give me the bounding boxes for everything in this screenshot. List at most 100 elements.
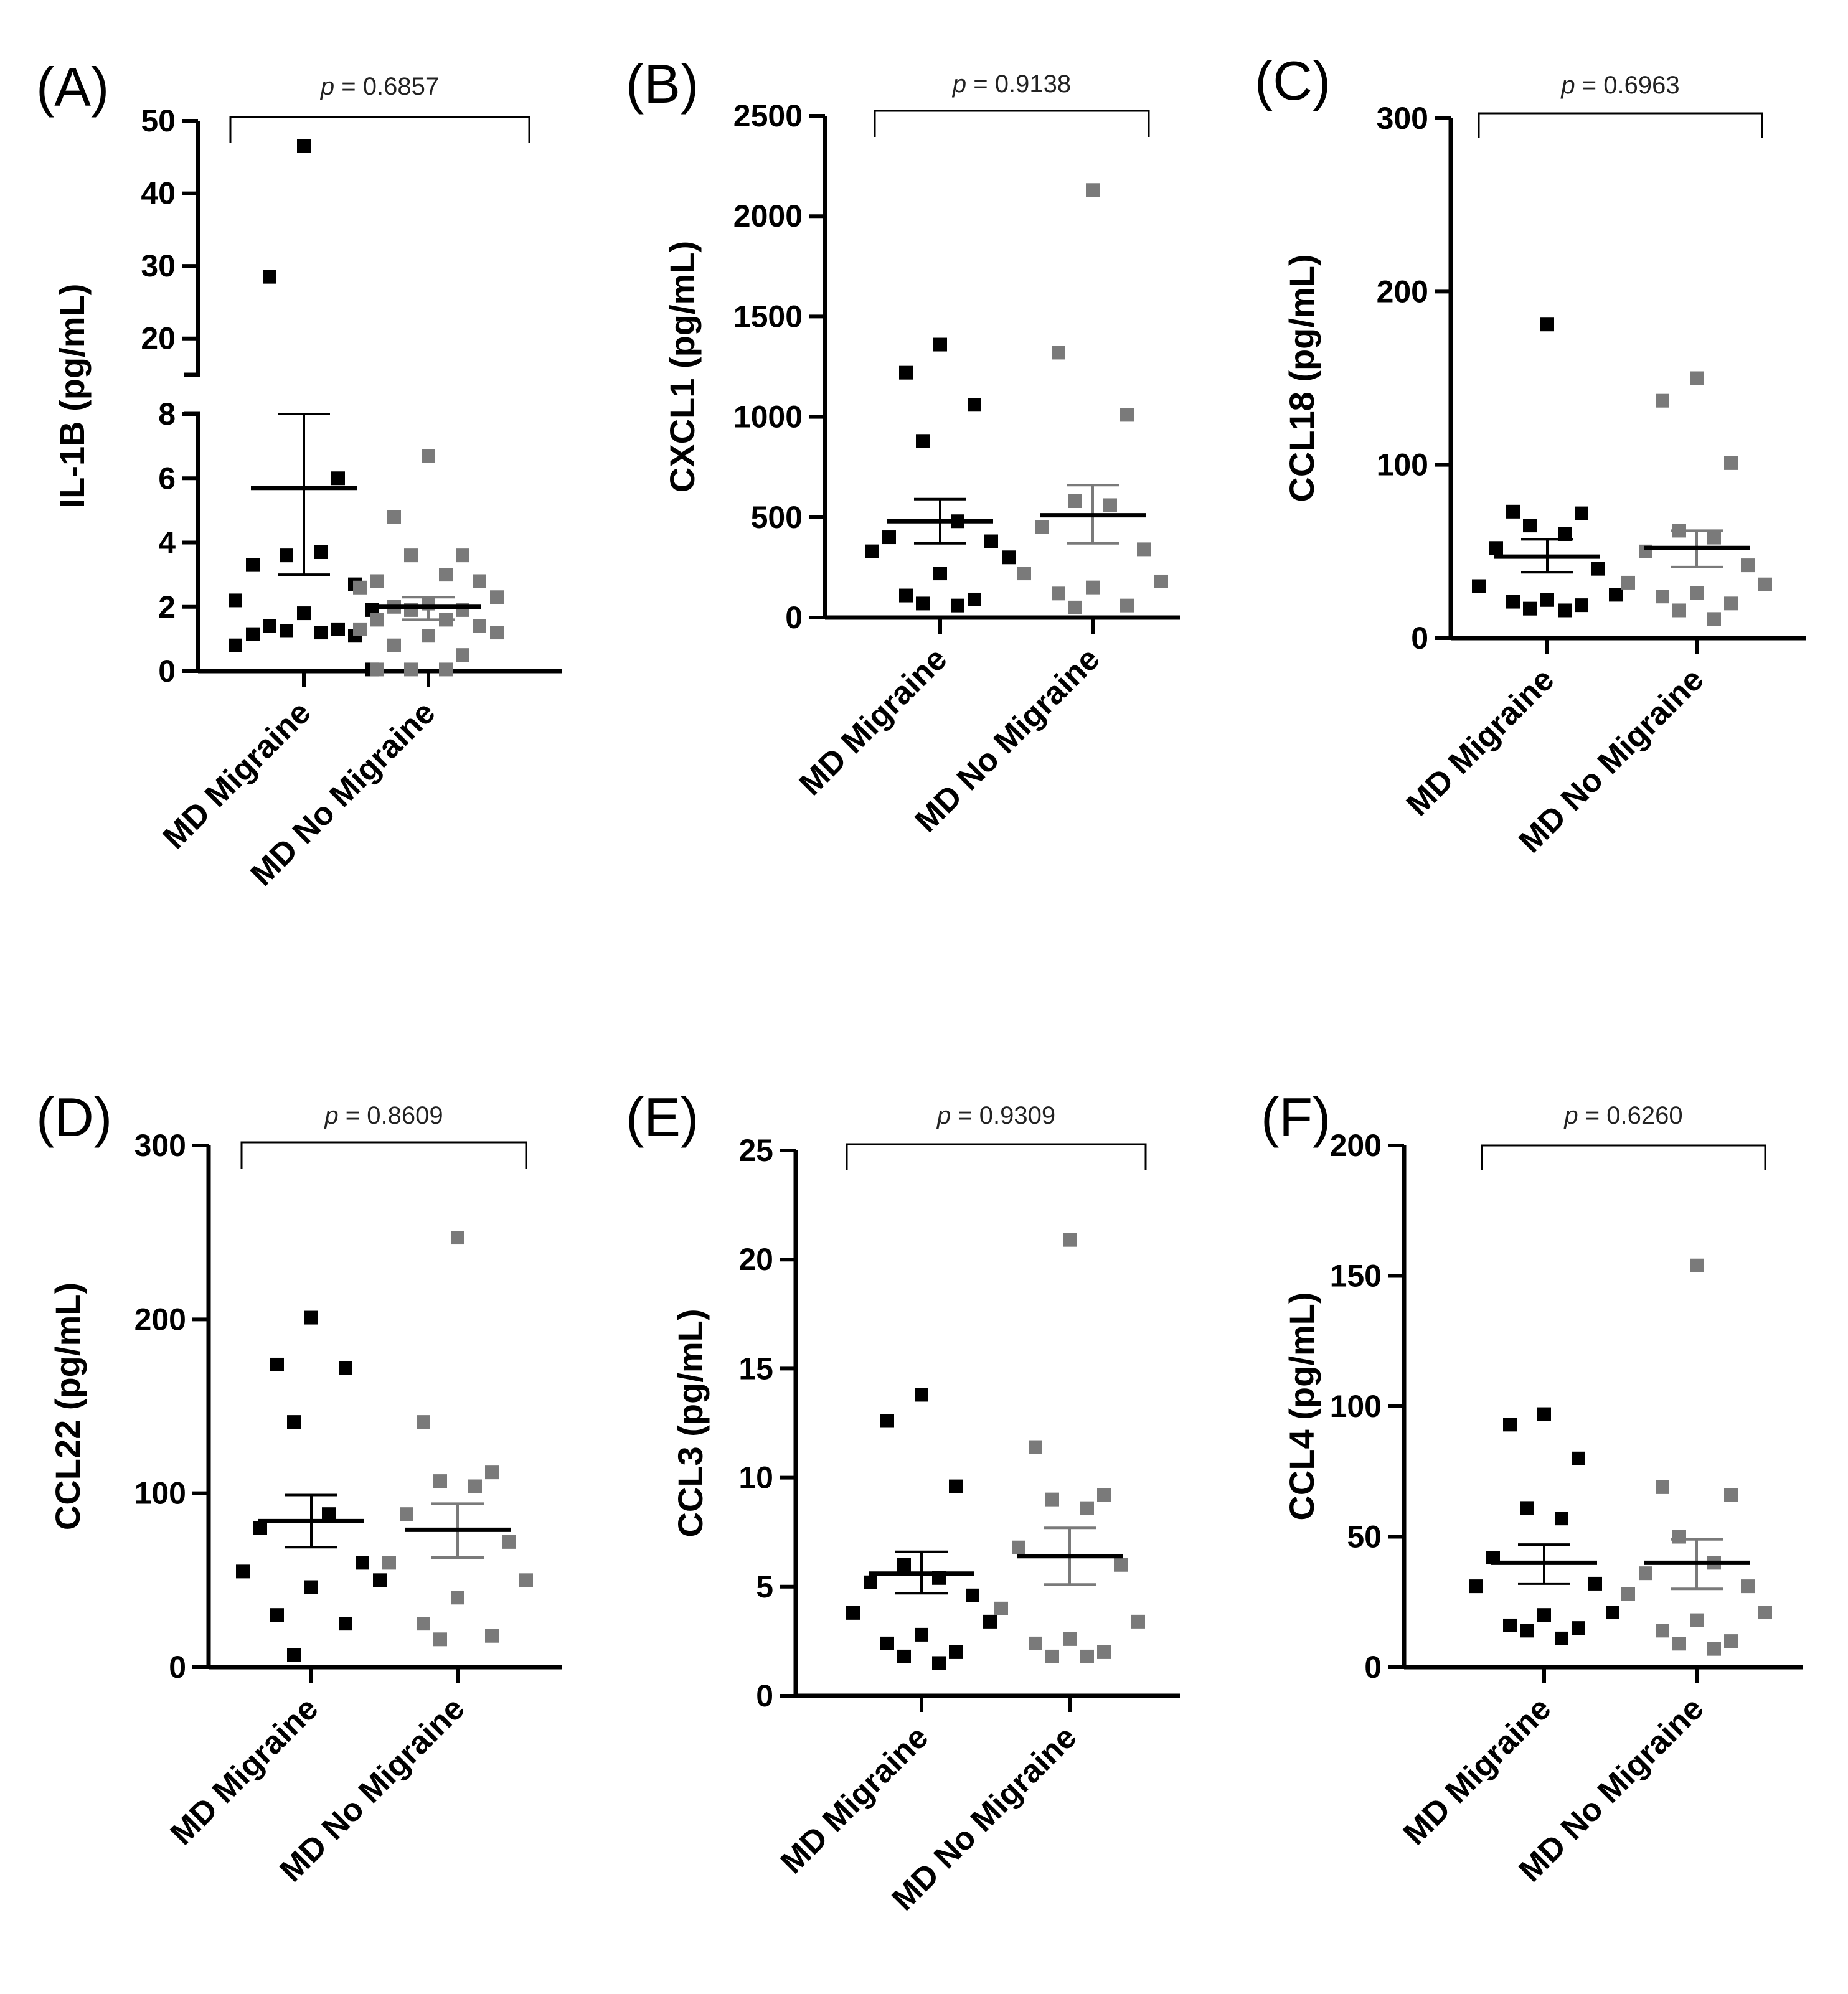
data-point	[433, 1474, 447, 1488]
data-point	[846, 1606, 860, 1620]
data-point	[1575, 506, 1588, 520]
data-point	[287, 1648, 301, 1662]
data-point	[370, 613, 384, 627]
y-tick-label: 200	[1330, 1128, 1382, 1163]
data-point	[1523, 519, 1537, 533]
data-point	[1724, 1488, 1738, 1502]
y-tick-label: 20	[141, 321, 176, 356]
y-axis-label: CCL22 (pg/mL)	[48, 1282, 87, 1530]
y-tick-label: 30	[141, 248, 176, 283]
data-point	[1707, 530, 1721, 545]
data-point	[1063, 1233, 1077, 1247]
data-point	[1639, 1566, 1652, 1581]
data-point	[983, 1614, 997, 1629]
data-point	[246, 627, 260, 641]
y-axis-label: CCL18 (pg/mL)	[1282, 254, 1321, 502]
data-point	[280, 624, 293, 638]
data-point	[253, 1521, 267, 1535]
data-point	[1606, 1606, 1619, 1620]
data-point	[1724, 1634, 1738, 1648]
y-tick-label: 1500	[733, 299, 803, 334]
p-value-number: = 0.6963	[1575, 72, 1680, 99]
data-point	[994, 1601, 1008, 1615]
significance-bracket	[846, 1143, 1147, 1170]
data-point	[897, 1649, 911, 1663]
y-tick-label: 100	[1330, 1389, 1382, 1424]
p-value-number: = 0.9309	[951, 1102, 1055, 1129]
data-point	[1068, 600, 1082, 614]
data-point	[468, 1479, 482, 1493]
data-point	[439, 662, 453, 677]
data-point	[236, 1564, 250, 1579]
data-point	[1537, 1608, 1551, 1622]
data-point	[951, 598, 964, 613]
data-point	[404, 662, 418, 677]
data-point	[1120, 598, 1134, 613]
data-point	[1063, 1632, 1077, 1646]
data-point	[1707, 1642, 1721, 1656]
data-point	[246, 558, 260, 572]
data-point	[1017, 567, 1031, 581]
p-value-label: p = 0.6857	[320, 73, 439, 100]
data-point	[1672, 1637, 1686, 1651]
data-point	[1520, 1624, 1534, 1638]
data-point	[1097, 1488, 1111, 1502]
data-point	[485, 1465, 499, 1480]
data-point	[1503, 1418, 1517, 1432]
y-tick-label: 200	[1377, 274, 1428, 309]
data-point	[1086, 580, 1100, 595]
data-point	[1137, 542, 1151, 557]
data-point	[1131, 1614, 1145, 1629]
chart-panel: (B) 0 500 1000 1500 2000 2500 CXCL1 (pg/mL) MD M…	[626, 53, 1180, 839]
category-label: MD Migraine	[1400, 661, 1562, 823]
data-point	[1609, 588, 1623, 602]
data-point	[1558, 527, 1572, 541]
y-tick-label: 2	[158, 590, 176, 624]
data-point	[229, 593, 242, 608]
data-point	[880, 1636, 894, 1650]
y-tick-label: 0	[1364, 1650, 1382, 1685]
y-tick-label: 50	[1347, 1520, 1382, 1554]
y-tick-label: 4	[158, 525, 176, 560]
data-point	[1621, 1587, 1635, 1601]
data-point	[899, 365, 913, 380]
data-point	[1572, 1451, 1585, 1465]
p-value-label: p = 0.6260	[1563, 1102, 1682, 1129]
data-point	[1656, 393, 1669, 408]
y-tick-label: 15	[738, 1351, 773, 1386]
data-point	[1656, 1624, 1669, 1638]
data-point	[1540, 593, 1554, 607]
category-label: MD Migraine	[164, 1690, 326, 1852]
y-tick-label: 0	[1411, 621, 1428, 656]
data-point	[1520, 1501, 1534, 1515]
data-point	[270, 1608, 284, 1622]
data-point	[456, 548, 469, 563]
p-symbol: p	[320, 73, 334, 100]
data-point	[229, 638, 242, 652]
data-point	[304, 1580, 318, 1594]
p-value-number: = 0.6260	[1578, 1102, 1683, 1129]
y-tick-label: 1000	[733, 400, 803, 435]
data-point	[297, 139, 311, 153]
data-point	[1672, 603, 1686, 618]
y-tick-label: 6	[158, 461, 176, 496]
data-point	[297, 606, 311, 621]
p-value-label: p = 0.9309	[936, 1102, 1055, 1129]
data-point	[314, 626, 328, 640]
y-tick-label: 40	[141, 176, 176, 211]
data-point	[1741, 558, 1755, 573]
data-point	[473, 574, 486, 588]
data-point	[933, 337, 947, 352]
panel-letter: (B)	[626, 53, 699, 115]
y-tick-label: 25	[738, 1133, 773, 1168]
data-point	[915, 1627, 928, 1642]
data-point	[382, 1556, 396, 1570]
data-point	[1045, 1649, 1059, 1663]
y-tick-label: 0	[756, 1678, 773, 1713]
data-point	[1080, 1501, 1094, 1515]
data-point	[1029, 1440, 1042, 1454]
p-value-number: = 0.9138	[966, 70, 1071, 98]
data-point	[1690, 371, 1704, 385]
